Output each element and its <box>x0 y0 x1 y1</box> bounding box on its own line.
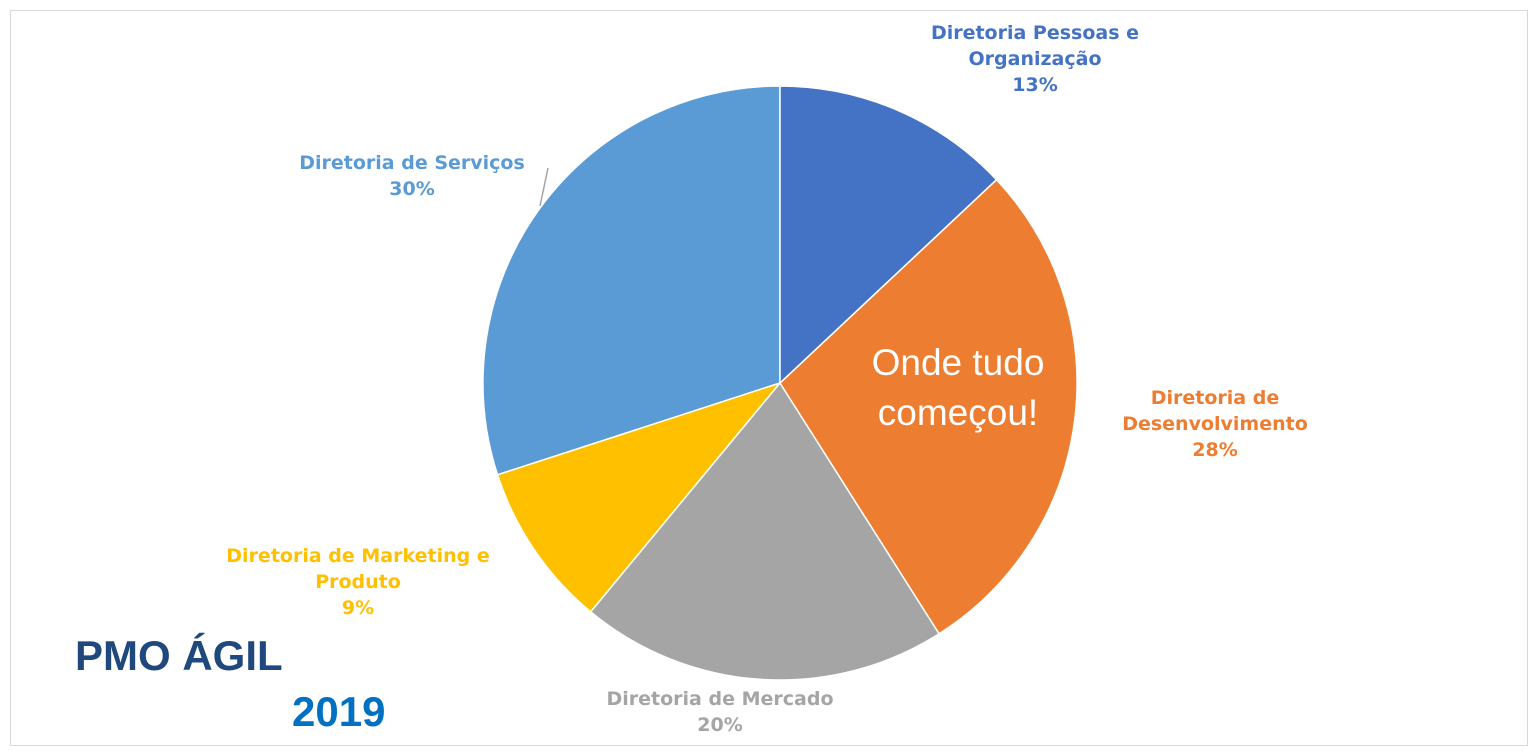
pie-slice <box>779 85 998 385</box>
value-label: 30% <box>389 178 435 200</box>
value-label: 13% <box>1012 74 1058 96</box>
pie-slice <box>496 381 783 613</box>
category-label: Diretoria de Mercado <box>606 688 834 710</box>
data-label: Diretoria de Marketing e Produto 9% <box>198 543 518 621</box>
pie-slice <box>482 85 781 476</box>
pie-slice <box>589 381 941 681</box>
pie-slice <box>779 178 1078 635</box>
category-label: Diretoria de Serviços <box>299 152 525 174</box>
annotation: Onde tudo começou! <box>871 342 1045 433</box>
chart-frame <box>10 10 1528 746</box>
value-label: 20% <box>697 714 743 736</box>
category-label: Diretoria de Marketing e Produto <box>226 545 490 593</box>
annotation: 2019 <box>292 688 386 735</box>
value-label: 9% <box>341 597 375 619</box>
leader-line <box>539 167 549 207</box>
data-label: Diretoria de Serviços 30% <box>252 150 572 202</box>
annotation: PMO ÁGIL <box>75 632 283 679</box>
value-label: 28% <box>1192 439 1238 461</box>
data-label: Diretoria de Mercado 20% <box>560 686 880 738</box>
category-label: Diretoria de Desenvolvimento <box>1122 387 1308 435</box>
category-label: Diretoria Pessoas e Organização <box>930 22 1140 70</box>
data-label: Diretoria Pessoas e Organização 13% <box>885 20 1185 98</box>
data-label: Diretoria de Desenvolvimento 28% <box>1095 385 1335 463</box>
